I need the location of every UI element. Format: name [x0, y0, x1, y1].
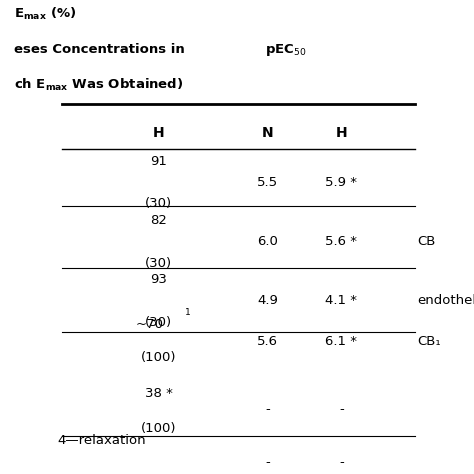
Text: -: - — [265, 403, 270, 417]
Text: E$_{\mathbf{max}}$ (%): E$_{\mathbf{max}}$ (%) — [14, 6, 77, 22]
Text: -: - — [339, 403, 344, 417]
Text: (30): (30) — [145, 256, 173, 270]
Text: (100): (100) — [141, 351, 176, 365]
Text: -: - — [265, 456, 270, 469]
Text: 38 *: 38 * — [145, 387, 173, 400]
Text: endothel: endothel — [417, 294, 474, 308]
Text: 82: 82 — [150, 214, 167, 227]
Text: 5.6 *: 5.6 * — [325, 235, 357, 248]
Text: (30): (30) — [145, 197, 173, 210]
Text: 91: 91 — [150, 155, 167, 168]
Text: ch E$_{\mathbf{max}}$ Was Obtained): ch E$_{\mathbf{max}}$ Was Obtained) — [14, 77, 184, 93]
Text: pEC$_{50}$: pEC$_{50}$ — [265, 42, 307, 58]
Text: 1: 1 — [185, 309, 191, 317]
Text: 5.5: 5.5 — [257, 176, 278, 189]
Text: ~70: ~70 — [135, 318, 164, 331]
Text: 4.1 *: 4.1 * — [325, 294, 357, 308]
Text: 6.1 *: 6.1 * — [325, 335, 357, 348]
Text: CB₁: CB₁ — [417, 335, 441, 348]
Text: -: - — [339, 456, 344, 469]
Text: H: H — [336, 126, 347, 140]
Text: N: N — [262, 126, 273, 140]
Text: 5.9 *: 5.9 * — [325, 176, 357, 189]
Text: 93: 93 — [150, 273, 167, 286]
Text: 4.9: 4.9 — [257, 294, 278, 308]
Text: (100): (100) — [141, 422, 176, 436]
Text: 6.0: 6.0 — [257, 235, 278, 248]
Text: 4—relaxation: 4—relaxation — [58, 434, 146, 447]
Text: 5.6: 5.6 — [257, 335, 278, 348]
Text: CB: CB — [417, 235, 436, 248]
Text: (30): (30) — [145, 316, 173, 329]
Text: H: H — [153, 126, 164, 140]
Text: eses Concentrations in: eses Concentrations in — [14, 43, 185, 56]
